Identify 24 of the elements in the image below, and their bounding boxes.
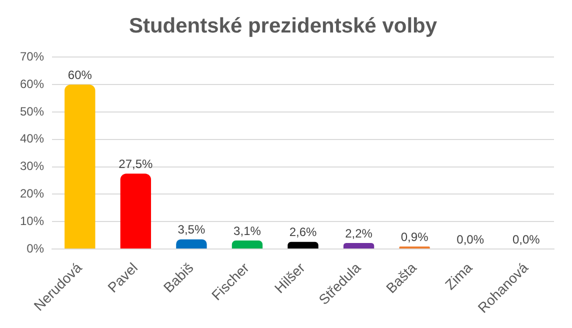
- y-tick-label: 70%: [20, 50, 44, 64]
- chart-title: Studentské prezidentské volby: [128, 14, 438, 38]
- data-label: 0,0%: [456, 232, 484, 246]
- y-tick-label: 40%: [20, 132, 44, 146]
- data-label: 2,6%: [289, 225, 318, 240]
- data-label: 60%: [68, 68, 92, 82]
- bar: [288, 242, 318, 248]
- data-label: 27,5%: [118, 156, 154, 171]
- bar: [64, 84, 96, 248]
- y-tick-label: 0%: [26, 241, 44, 256]
- bar: [176, 239, 207, 248]
- y-tick-label: 60%: [20, 76, 44, 91]
- bar: [120, 174, 152, 248]
- y-tick-label: 10%: [20, 214, 44, 228]
- data-label: 2,2%: [345, 226, 373, 240]
- data-label: 3,1%: [234, 224, 262, 238]
- data-label: 3,5%: [178, 222, 206, 237]
- data-label: 0,9%: [400, 230, 429, 244]
- data-label: 0,0%: [512, 232, 540, 246]
- y-tick-label: 50%: [20, 104, 44, 118]
- y-tick-label: 30%: [20, 159, 44, 174]
- bar: [232, 240, 263, 248]
- y-tick-label: 20%: [20, 186, 44, 201]
- bar: [343, 242, 374, 248]
